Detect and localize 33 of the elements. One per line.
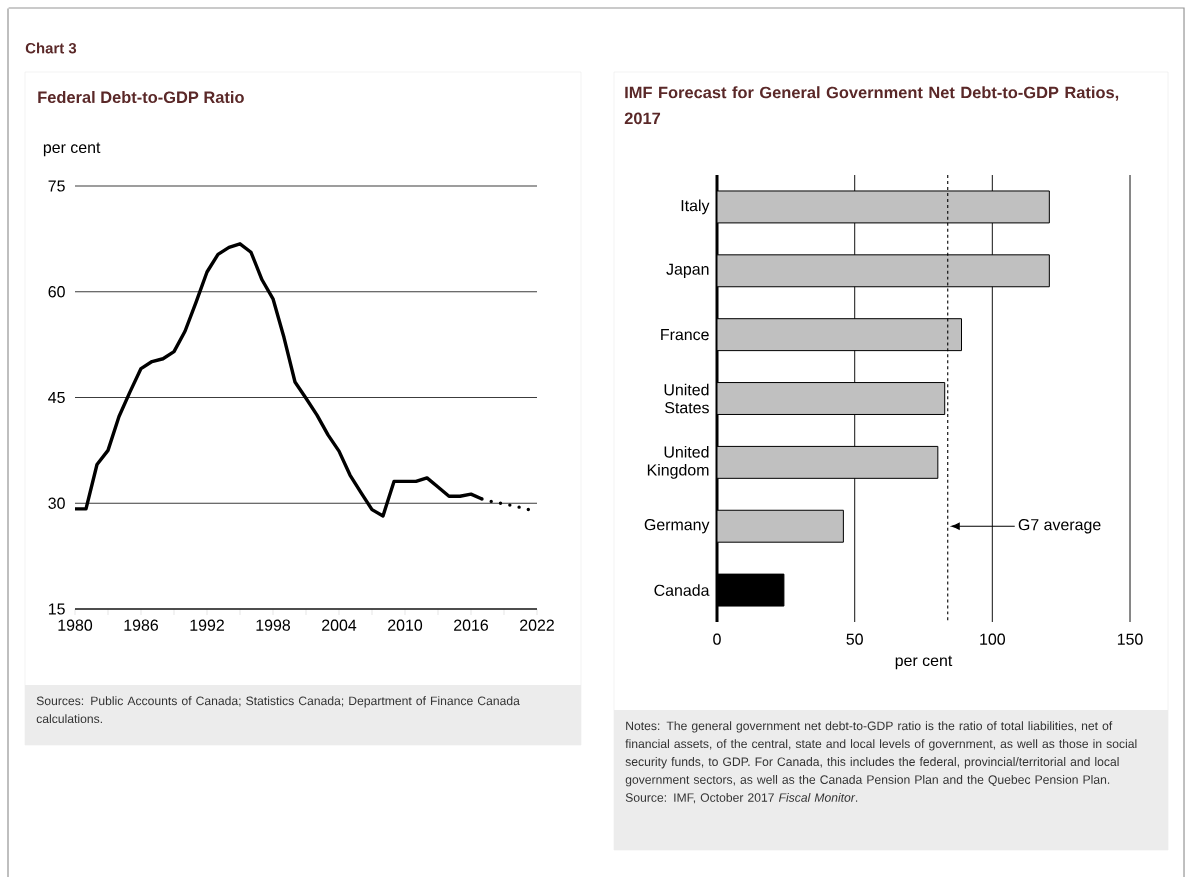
chart-title: Federal Debt-to-GDP Ratio bbox=[38, 90, 244, 104]
y-axis-title: per cent bbox=[43, 142, 101, 157]
y-tick-label: 15 bbox=[48, 603, 65, 615]
y-tick-label: Germany bbox=[644, 519, 710, 534]
y-tick-label: Canada bbox=[654, 584, 710, 596]
y-tick-label: 60 bbox=[48, 286, 65, 298]
x-tick-label: 1986 bbox=[124, 619, 159, 631]
y-tick-label: 30 bbox=[48, 497, 65, 509]
y-tick-label: 45 bbox=[48, 391, 65, 404]
chart-title: IMF Forecast for General Government Net Debt-to-GDP Ratios, 2017 bbox=[624, 86, 1119, 125]
x-tick-label: 0 bbox=[713, 633, 721, 645]
y-tick-label: Italy bbox=[681, 199, 710, 215]
ref-line-label: G7 average bbox=[1018, 519, 1101, 534]
source-note: Sources: Public Accounts of Canada; Statistics Canada; Department of Finance Canada calculations. bbox=[36, 696, 520, 724]
x-tick-label: 2010 bbox=[388, 619, 423, 631]
x-tick-label: 2022 bbox=[520, 619, 554, 631]
source-note: Source: IMF, October 2017 Fiscal Monitor. bbox=[625, 792, 858, 804]
caption: Chart 3 bbox=[25, 42, 77, 54]
y-tick-label: Japan bbox=[666, 263, 709, 278]
x-tick-label: 2004 bbox=[322, 619, 357, 631]
text: Notes: The general government net debt-to-GDP ratio is the ratio of total liabilities, net of financial assets, of the central, state and local levels of government, as well as those in social security funds, to GDP. For Canada, this includes the federal, provincial/territorial and local government sectors, as well as the Canada Pension Plan and the Quebec Pension Plan. bbox=[625, 721, 1137, 787]
x-tick-label: 100 bbox=[980, 633, 1006, 645]
x-tick-label: 1998 bbox=[256, 619, 291, 631]
y-tick-label: United States bbox=[664, 383, 709, 414]
y-tick-label: France bbox=[661, 329, 709, 341]
y-tick-label: 75 bbox=[48, 180, 65, 192]
x-tick-label: 1992 bbox=[190, 619, 224, 631]
x-tick-label: 1980 bbox=[58, 619, 93, 631]
x-axis-title: per cent bbox=[895, 655, 953, 670]
x-tick-label: 2016 bbox=[454, 619, 489, 631]
y-tick-label: United Kingdom bbox=[647, 445, 709, 479]
x-tick-label: 50 bbox=[846, 633, 863, 645]
x-tick-label: 150 bbox=[1117, 633, 1143, 645]
